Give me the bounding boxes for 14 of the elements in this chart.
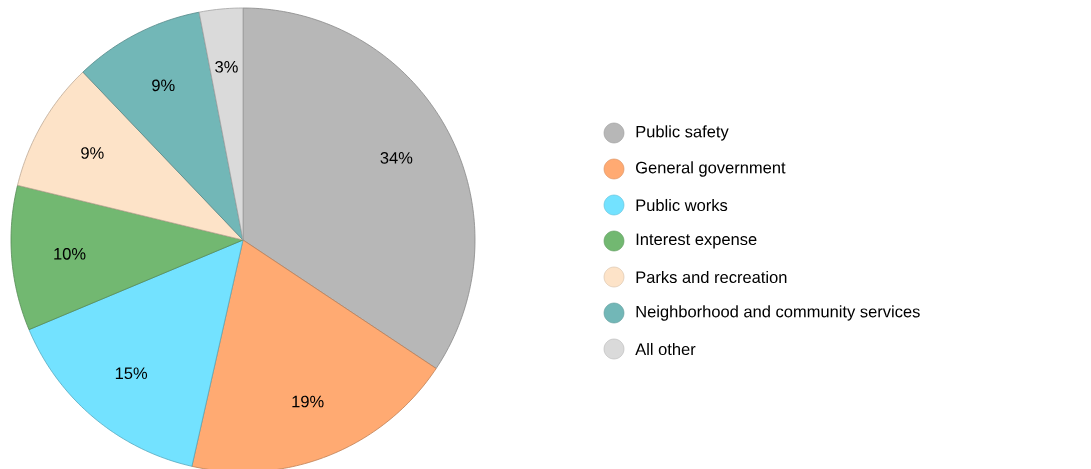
data-label: 9%: [152, 79, 175, 92]
legend-label: Interest expense: [636, 233, 757, 249]
legend-label: All other: [635, 342, 696, 356]
legend-label: Parks and recreation: [636, 270, 787, 284]
legend-label: Public works: [636, 198, 728, 212]
legend-label: Neighborhood and community services: [636, 305, 920, 321]
legend-label: General government: [636, 161, 786, 177]
data-label: 34%: [380, 151, 413, 164]
data-label: 15%: [115, 367, 148, 380]
data-label: 10%: [54, 247, 86, 260]
legend-label: Public safety: [636, 125, 729, 141]
data-label: 19%: [292, 395, 324, 408]
data-label: 9%: [81, 147, 104, 159]
data-label: 3%: [215, 60, 238, 73]
